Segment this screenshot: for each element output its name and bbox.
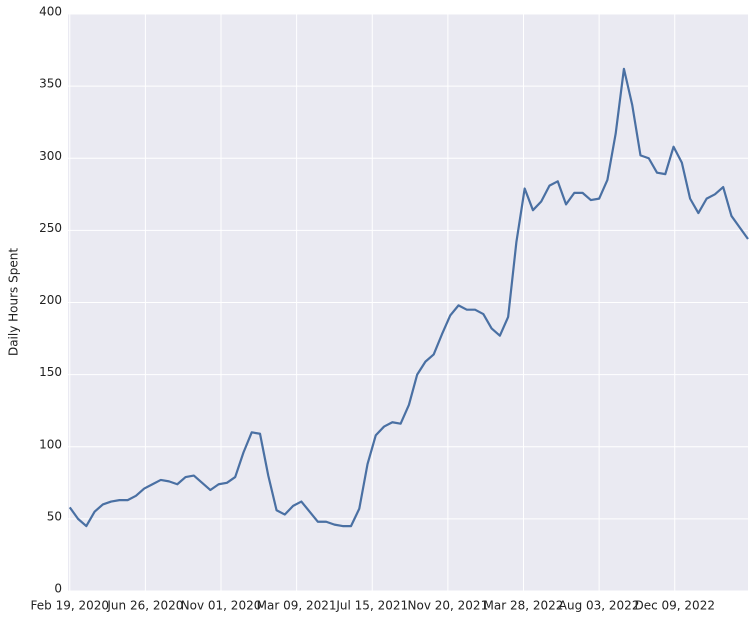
x-tick-label: Feb 19, 2020 <box>31 599 110 613</box>
y-tick-label: 200 <box>39 293 62 307</box>
x-tick-label: Dec 09, 2022 <box>634 599 714 613</box>
data-line <box>68 67 749 528</box>
x-tick-label: Jun 26, 2020 <box>106 599 183 613</box>
y-tick-label: 100 <box>39 437 62 451</box>
x-tick-label: Nov 01, 2020 <box>181 599 262 613</box>
x-tick-label: Jul 15, 2021 <box>335 599 408 613</box>
y-tick-label: 0 <box>54 582 62 596</box>
x-tick-label: Aug 03, 2022 <box>559 599 640 613</box>
y-tick-label: 250 <box>39 221 62 235</box>
y-tick-label: 350 <box>39 77 62 91</box>
y-tick-label: 50 <box>47 509 62 523</box>
x-tick-label: Mar 09, 2021 <box>257 599 337 613</box>
y-axis-label: Daily Hours Spent <box>7 248 21 356</box>
x-tick-label: Nov 20, 2021 <box>408 599 489 613</box>
y-tick-label: 300 <box>39 149 62 163</box>
x-tick-label: Mar 28, 2022 <box>484 599 564 613</box>
y-tick-label: 400 <box>39 5 62 19</box>
y-tick-label: 150 <box>39 365 62 379</box>
